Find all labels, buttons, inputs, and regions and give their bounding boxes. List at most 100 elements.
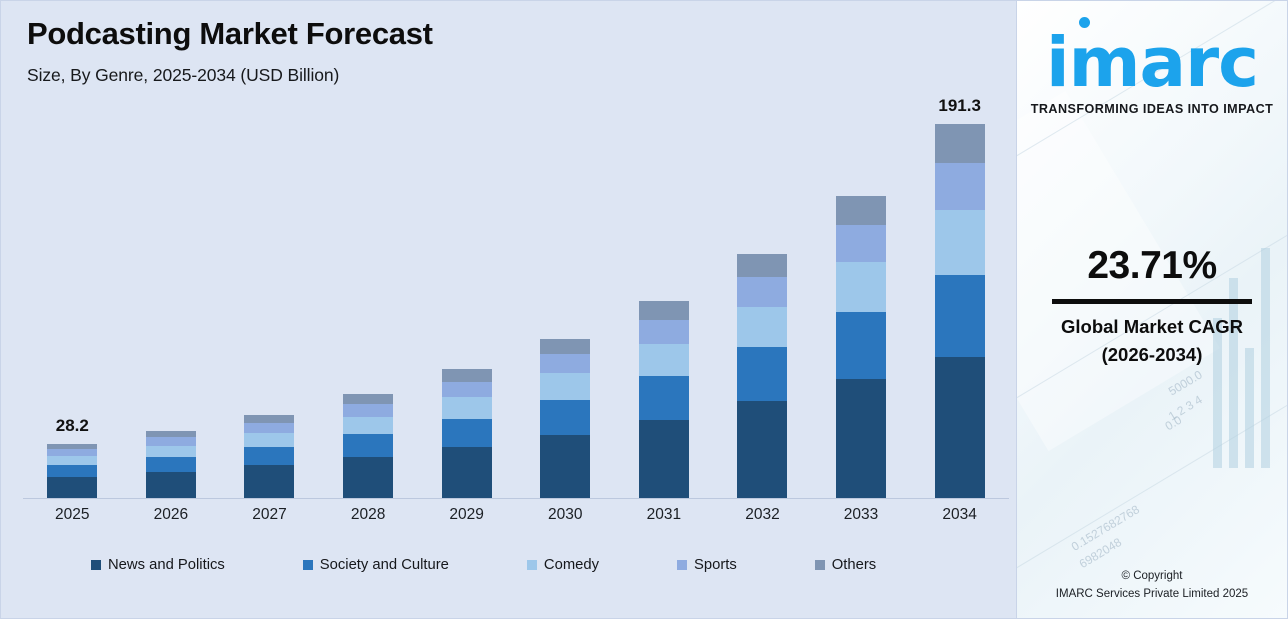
x-tick-2034: 2034 bbox=[942, 506, 977, 523]
bar-segment[interactable] bbox=[47, 455, 98, 465]
bar-segment[interactable] bbox=[343, 416, 394, 435]
bar-segment[interactable] bbox=[638, 343, 689, 377]
bar-segment[interactable] bbox=[244, 422, 295, 433]
bar-segment[interactable] bbox=[540, 373, 591, 400]
stacked-bar[interactable] bbox=[145, 430, 196, 499]
stacked-bar[interactable] bbox=[441, 369, 492, 499]
bar-segment[interactable] bbox=[343, 434, 394, 458]
legend-label: Sports bbox=[694, 557, 737, 573]
decorative-bar bbox=[1229, 278, 1238, 468]
bar-segment[interactable] bbox=[737, 253, 788, 278]
bar-segment[interactable] bbox=[737, 306, 788, 348]
bar-segment[interactable] bbox=[638, 420, 689, 499]
logo-tagline: TRANSFORMING IDEAS INTO IMPACT bbox=[1030, 102, 1274, 116]
bar-segment[interactable] bbox=[737, 401, 788, 499]
stacked-bar[interactable] bbox=[737, 253, 788, 499]
bar-column-2030[interactable] bbox=[516, 111, 615, 499]
bar-segment[interactable] bbox=[934, 274, 985, 357]
bar-segment[interactable] bbox=[540, 353, 591, 374]
bar-column-2029[interactable] bbox=[417, 111, 516, 499]
bar-segment[interactable] bbox=[47, 464, 98, 477]
bar-segment[interactable] bbox=[540, 435, 591, 499]
bar-segment[interactable] bbox=[441, 447, 492, 499]
bar-segment[interactable] bbox=[441, 381, 492, 398]
x-tick-2030: 2030 bbox=[548, 506, 583, 523]
decorative-bar bbox=[1261, 248, 1270, 468]
legend-label: Comedy bbox=[543, 557, 600, 573]
x-tick-2028: 2028 bbox=[350, 506, 386, 523]
legend-item[interactable]: News and Politics bbox=[91, 557, 225, 573]
bar-segment[interactable] bbox=[737, 347, 788, 402]
bar-segment[interactable] bbox=[47, 443, 98, 450]
stacked-bar[interactable] bbox=[343, 394, 394, 499]
bar-segment[interactable] bbox=[638, 300, 689, 320]
legend-item[interactable]: Others bbox=[814, 557, 876, 573]
cagr-label: Global Market CAGR bbox=[1061, 316, 1243, 337]
bar-column-2034[interactable]: 191.3 bbox=[910, 96, 1009, 499]
bar-segment[interactable] bbox=[47, 449, 98, 456]
bar-segment[interactable] bbox=[343, 394, 394, 405]
bar-column-2033[interactable] bbox=[812, 111, 911, 499]
bar-segment[interactable] bbox=[638, 319, 689, 344]
bar-segment[interactable] bbox=[343, 457, 394, 499]
bar-segment[interactable] bbox=[441, 418, 492, 448]
bar-column-2028[interactable] bbox=[319, 111, 418, 499]
bar-segment[interactable] bbox=[441, 369, 492, 382]
bar-segment[interactable] bbox=[145, 445, 196, 457]
bar-segment[interactable] bbox=[244, 414, 295, 423]
bar-column-2025[interactable]: 28.2 bbox=[23, 111, 122, 499]
stacked-bar[interactable] bbox=[638, 300, 689, 499]
stacked-bar[interactable] bbox=[934, 124, 985, 499]
legend-item[interactable]: Comedy bbox=[526, 557, 600, 573]
bar-segment[interactable] bbox=[540, 338, 591, 354]
bar-segment[interactable] bbox=[244, 465, 295, 499]
bar-segment[interactable] bbox=[836, 261, 887, 312]
legend-swatch-icon bbox=[814, 560, 825, 570]
bar-segment[interactable] bbox=[934, 209, 985, 275]
bar-segment[interactable] bbox=[540, 399, 591, 436]
bar-segment[interactable] bbox=[836, 225, 887, 262]
legend-item[interactable]: Society and Culture bbox=[302, 557, 449, 573]
bar-segment[interactable] bbox=[145, 471, 196, 499]
legend-item[interactable]: Sports bbox=[677, 557, 737, 573]
bar-segment[interactable] bbox=[836, 311, 887, 379]
legend-label: News and Politics bbox=[108, 557, 225, 573]
bar-column-2031[interactable] bbox=[615, 111, 714, 499]
bar-segment[interactable] bbox=[145, 437, 196, 446]
bar-column-2027[interactable] bbox=[220, 111, 319, 499]
bar-segment[interactable] bbox=[638, 376, 689, 421]
decorative-bar bbox=[1245, 348, 1254, 468]
logo-wordmark: imarc bbox=[1045, 23, 1259, 103]
cagr-divider bbox=[1052, 299, 1252, 304]
bar-value-label: 28.2 bbox=[55, 415, 89, 435]
x-tick-2027: 2027 bbox=[252, 506, 287, 523]
brand-panel: 1 2 3 4 5000.0 0.0 0.1527682768 6982048 … bbox=[1016, 0, 1288, 619]
bar-segment[interactable] bbox=[244, 446, 295, 466]
bar-column-2032[interactable] bbox=[713, 111, 812, 499]
cagr-value: 23.71% bbox=[1087, 244, 1217, 287]
bar-segment[interactable] bbox=[145, 430, 196, 438]
brand-background bbox=[1017, 1, 1287, 618]
bar-segment[interactable] bbox=[47, 476, 98, 499]
chart-header: Podcasting Market Forecast Size, By Genr… bbox=[1, 1, 1016, 86]
bar-segment[interactable] bbox=[737, 277, 788, 307]
bar-segment[interactable] bbox=[441, 397, 492, 419]
bar-segment[interactable] bbox=[343, 404, 394, 417]
stacked-bar[interactable] bbox=[244, 414, 295, 499]
bar-value-label: 191.3 bbox=[938, 96, 981, 115]
bar-segment[interactable] bbox=[934, 162, 985, 210]
bar-column-2026[interactable] bbox=[122, 111, 221, 499]
chart-subtitle: Size, By Genre, 2025-2034 (USD Billion) bbox=[27, 64, 340, 85]
bar-segment[interactable] bbox=[145, 456, 196, 472]
stacked-bar[interactable] bbox=[47, 443, 98, 499]
stacked-bar[interactable] bbox=[540, 338, 591, 499]
axis-baseline bbox=[23, 498, 1009, 499]
bar-segment[interactable] bbox=[244, 432, 295, 447]
bar-segment[interactable] bbox=[934, 124, 985, 163]
bar-segment[interactable] bbox=[934, 356, 985, 499]
stacked-bar[interactable] bbox=[836, 196, 887, 499]
plot-area: 28.2 191.3 bbox=[23, 96, 1009, 499]
bar-segment[interactable] bbox=[836, 378, 887, 499]
bar-segment[interactable] bbox=[836, 196, 887, 226]
